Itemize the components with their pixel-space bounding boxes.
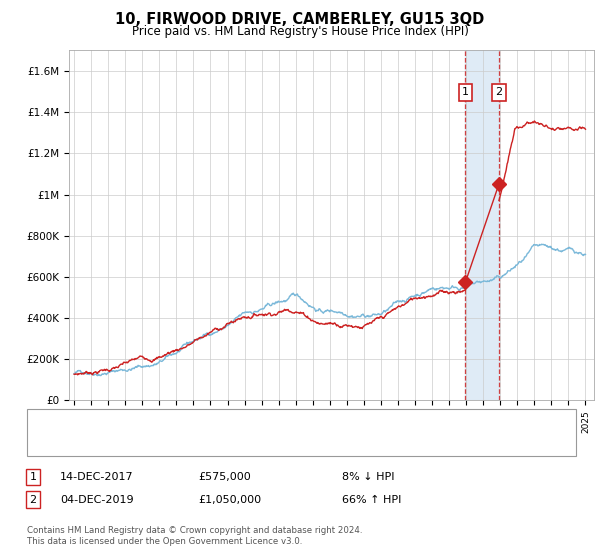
Text: Price paid vs. HM Land Registry's House Price Index (HPI): Price paid vs. HM Land Registry's House … (131, 25, 469, 38)
Text: HPI: Average price, detached house, Surrey Heath: HPI: Average price, detached house, Surr… (72, 441, 334, 450)
Text: Contains HM Land Registry data © Crown copyright and database right 2024.
This d: Contains HM Land Registry data © Crown c… (27, 526, 362, 546)
Text: 10, FIRWOOD DRIVE, CAMBERLEY, GU15 3QD: 10, FIRWOOD DRIVE, CAMBERLEY, GU15 3QD (115, 12, 485, 27)
Text: 1: 1 (29, 472, 37, 482)
Text: 2: 2 (496, 87, 502, 97)
Text: 2: 2 (29, 494, 37, 505)
Text: 14-DEC-2017: 14-DEC-2017 (60, 472, 134, 482)
Text: ——: —— (42, 437, 70, 451)
Text: 66% ↑ HPI: 66% ↑ HPI (342, 494, 401, 505)
Text: 10, FIRWOOD DRIVE, CAMBERLEY, GU15 3QD (detached house): 10, FIRWOOD DRIVE, CAMBERLEY, GU15 3QD (… (72, 417, 403, 427)
Text: ——: —— (42, 414, 70, 428)
Text: £575,000: £575,000 (198, 472, 251, 482)
Text: 1: 1 (462, 87, 469, 97)
Text: 04-DEC-2019: 04-DEC-2019 (60, 494, 134, 505)
Bar (466, 50, 499, 400)
Text: £1,050,000: £1,050,000 (198, 494, 261, 505)
Text: 8% ↓ HPI: 8% ↓ HPI (342, 472, 395, 482)
